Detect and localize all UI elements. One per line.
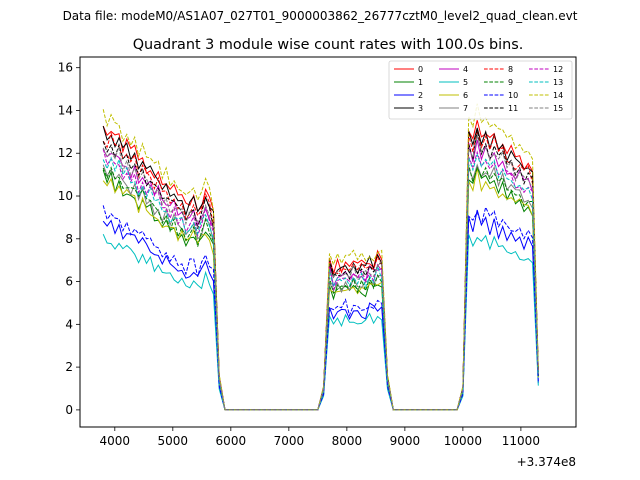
series-line-11 bbox=[102, 130, 539, 411]
x-tick-label: 7000 bbox=[274, 434, 305, 448]
series-line-6 bbox=[102, 168, 539, 411]
series-line-13 bbox=[102, 153, 539, 411]
series-line-7 bbox=[102, 163, 539, 411]
legend-label-1: 1 bbox=[418, 78, 423, 87]
legend-label-5: 5 bbox=[463, 78, 468, 87]
x-tick-label: 4000 bbox=[100, 434, 131, 448]
legend-label-6: 6 bbox=[463, 91, 468, 100]
legend-label-14: 14 bbox=[553, 91, 563, 100]
y-tick-label: 4 bbox=[65, 317, 73, 331]
series-line-1 bbox=[102, 165, 539, 411]
y-tick-label: 14 bbox=[58, 103, 73, 117]
legend-box bbox=[388, 60, 573, 120]
series-line-10 bbox=[102, 205, 539, 411]
y-tick-label: 6 bbox=[65, 275, 73, 289]
series-layer bbox=[102, 103, 539, 411]
y-tick-label: 16 bbox=[58, 61, 73, 75]
series-line-0 bbox=[102, 120, 539, 411]
series-line-15 bbox=[102, 135, 539, 411]
x-axis-offset-label: +3.374e8 bbox=[517, 455, 576, 469]
legend-label-7: 7 bbox=[463, 104, 468, 113]
series-line-9 bbox=[102, 164, 539, 411]
series-line-2 bbox=[102, 209, 539, 411]
legend-label-2: 2 bbox=[418, 91, 423, 100]
x-tick-label: 10000 bbox=[444, 434, 482, 448]
x-tick-label: 9000 bbox=[390, 434, 421, 448]
x-tick-label: 8000 bbox=[332, 434, 363, 448]
legend-label-13: 13 bbox=[553, 78, 563, 87]
legend-label-10: 10 bbox=[508, 91, 518, 100]
legend-label-15: 15 bbox=[553, 104, 563, 113]
legend-label-12: 12 bbox=[553, 65, 563, 74]
y-tick-label: 12 bbox=[58, 146, 73, 160]
chart-suptitle: Data file: modeM0/AS1A07_027T01_90000038… bbox=[63, 9, 578, 23]
y-tick-label: 2 bbox=[65, 360, 73, 374]
y-tick-label: 0 bbox=[65, 403, 73, 417]
y-tick-label: 10 bbox=[58, 189, 73, 203]
chart-title: Quadrant 3 module wise count rates with … bbox=[133, 37, 524, 53]
legend-label-4: 4 bbox=[463, 65, 468, 74]
plot-frame bbox=[79, 56, 577, 428]
series-line-8 bbox=[102, 130, 539, 411]
x-tick-label: 6000 bbox=[216, 434, 247, 448]
series-line-14 bbox=[102, 103, 539, 411]
legend-label-0: 0 bbox=[418, 65, 423, 74]
legend-label-11: 11 bbox=[508, 104, 518, 113]
y-tick-label: 8 bbox=[65, 232, 73, 246]
legend-label-9: 9 bbox=[508, 78, 513, 87]
legend-label-8: 8 bbox=[508, 65, 513, 74]
x-tick-label: 11000 bbox=[502, 434, 540, 448]
legend-label-3: 3 bbox=[418, 104, 423, 113]
axis-ticks: 4000 5000 6000 7000 8000 9000 10000 11000 0 2 4 6 8 1… bbox=[58, 61, 540, 448]
x-tick-label: 5000 bbox=[158, 434, 189, 448]
